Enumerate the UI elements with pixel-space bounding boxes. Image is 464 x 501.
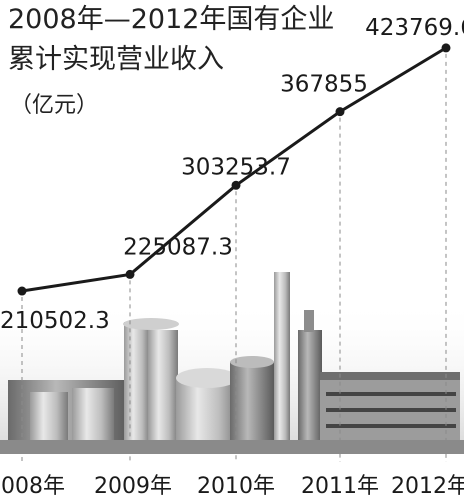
value-label-0: 210502.3 <box>0 308 110 334</box>
data-point-4 <box>441 43 451 53</box>
value-labels: 210502.3 225087.3 303253.7 367855 423769.6 <box>0 15 464 334</box>
chart-title-line1: 2008年—2012年国有企业 <box>8 4 335 35</box>
value-label-2: 303253.7 <box>181 154 291 180</box>
value-label-3: 367855 <box>280 72 368 98</box>
data-point-3 <box>335 107 345 117</box>
x-tick-label-3: 2011年 <box>301 474 379 499</box>
data-point-0 <box>17 286 27 296</box>
x-axis-labels: 2008年 2009年 2010年 2011年 2012年 <box>0 474 464 499</box>
chart-title-line2: 累计实现营业收入 <box>8 44 224 75</box>
x-tick-label-1: 2009年 <box>94 474 172 499</box>
unit-label: （亿元） <box>10 93 99 118</box>
data-points <box>17 43 451 296</box>
value-label-1: 225087.3 <box>123 234 233 260</box>
x-tick-label-0: 2008年 <box>0 474 65 499</box>
factory-illustration <box>0 272 464 454</box>
vertical-grid <box>21 53 447 462</box>
x-tick-label-2: 2010年 <box>197 474 275 499</box>
data-point-2 <box>231 180 241 190</box>
value-label-4: 423769.6 <box>365 15 464 41</box>
data-point-1 <box>125 269 135 279</box>
x-tick-label-4: 2012年 <box>391 474 464 499</box>
